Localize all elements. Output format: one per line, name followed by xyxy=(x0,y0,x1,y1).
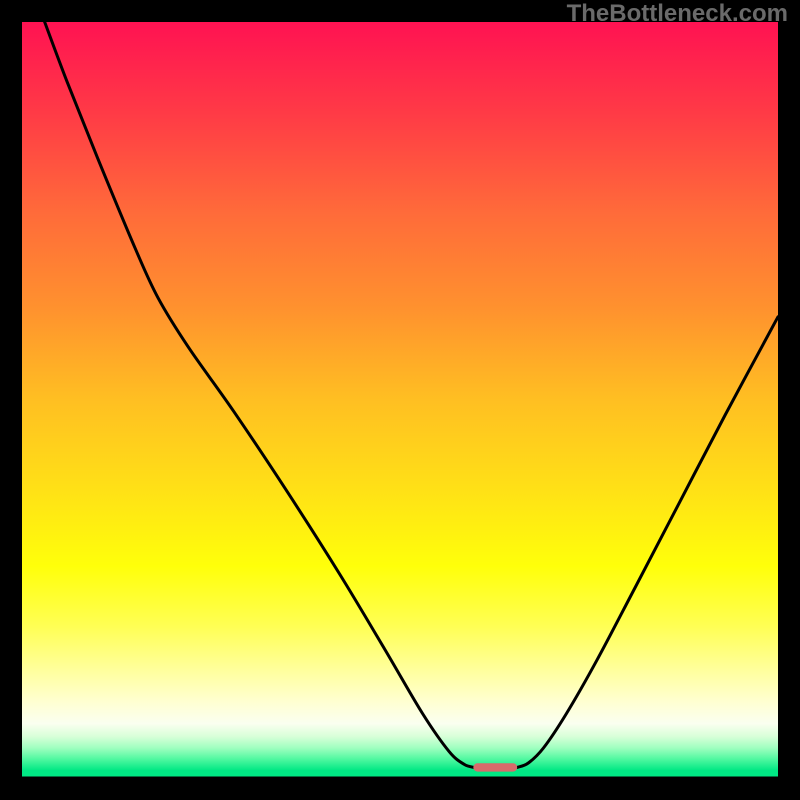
gradient-background xyxy=(22,22,778,778)
attribution-text: TheBottleneck.com xyxy=(567,0,788,28)
bottleneck-chart xyxy=(0,0,800,800)
optimum-marker xyxy=(473,763,517,771)
chart-container: TheBottleneck.com xyxy=(0,0,800,800)
